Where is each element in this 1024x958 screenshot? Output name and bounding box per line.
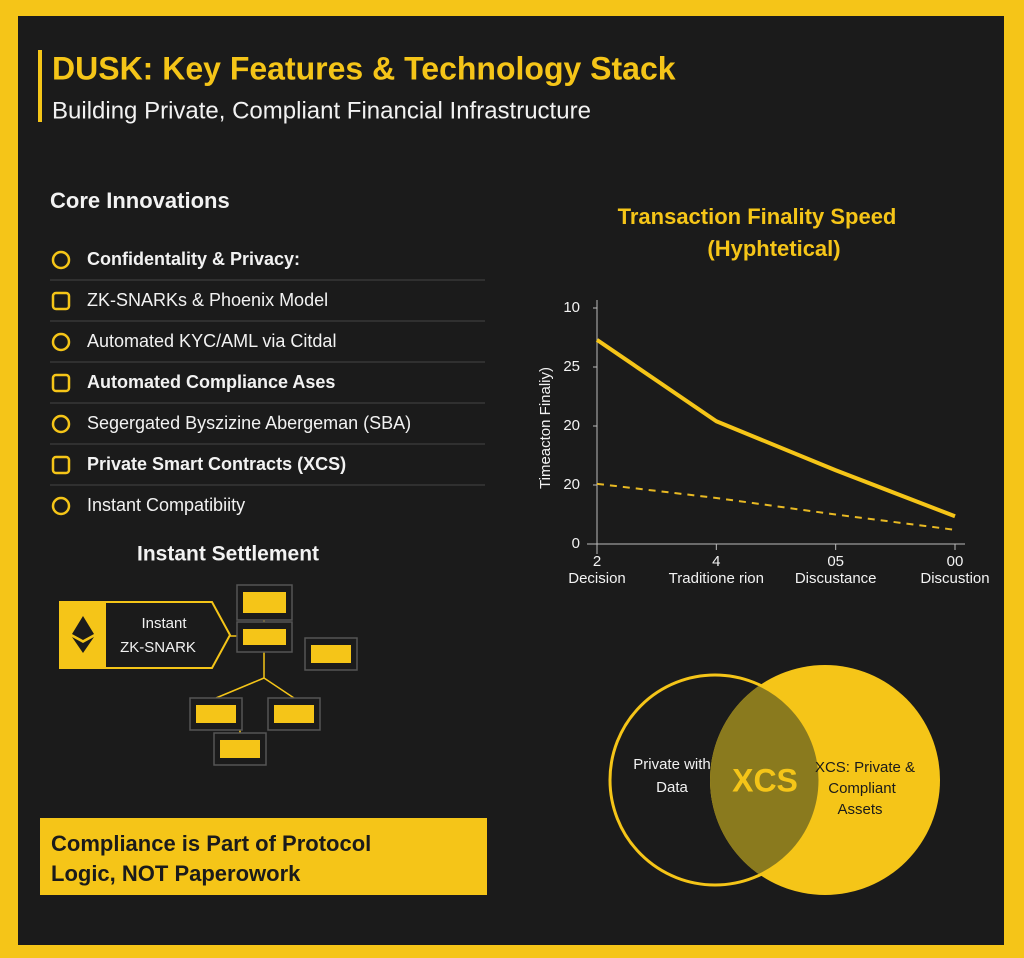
- y-tick-label: 10: [563, 299, 580, 316]
- item-text: Confidentality & Privacy:: [87, 249, 300, 269]
- item-text: Segergated Byszizine Abergeman (SBA): [87, 413, 411, 433]
- section-heading: Core Innovations: [50, 188, 230, 213]
- item-icon: [51, 496, 71, 516]
- venn-right-text: Compliant: [828, 780, 896, 797]
- settlement-diagram: Instant ZK-SNARK: [59, 584, 358, 766]
- venn-left-text: Data: [656, 779, 688, 796]
- venn-left: [608, 673, 822, 887]
- callout: [40, 818, 487, 895]
- y-tick-label: 0: [572, 535, 580, 552]
- y-tick-label: 20: [563, 417, 580, 434]
- flow-box-fill: [274, 705, 314, 723]
- item-icon: [51, 455, 71, 475]
- settlement-box-text: ZK-SNARK: [120, 639, 196, 656]
- item-text: Automated Compliance Ases: [87, 372, 335, 392]
- chart-title: Transaction Finality Speed: [618, 204, 897, 229]
- callout-text: Logic, NOT Paperowork: [51, 861, 301, 886]
- x-tick-label: Discustion: [920, 570, 989, 587]
- flow-box-fill: [196, 705, 236, 723]
- x-tick-label: Traditione rion: [669, 570, 764, 587]
- item-text: ZK-SNARKs & Phoenix Model: [87, 290, 328, 310]
- item-icon: [51, 250, 71, 270]
- title-bar: [38, 50, 42, 122]
- line-series: [595, 338, 956, 519]
- item-icon: [51, 291, 71, 311]
- subtitle: Building Private, Compliant Financial In…: [52, 97, 591, 124]
- item-icon: [51, 332, 71, 352]
- feature-list: Confidentality & Privacy: ZK-SNARKs & Pho…: [50, 249, 485, 516]
- eth-icon: [72, 616, 94, 653]
- y-tick-label: 20: [563, 476, 580, 493]
- x-tick-label: Decision: [568, 570, 626, 587]
- settlement-box-text: Instant: [141, 615, 187, 632]
- item-text: Instant Compatibiity: [87, 495, 245, 515]
- x-tick-number: 2: [593, 553, 601, 570]
- flow-box-fill: [311, 645, 351, 663]
- flow-boxes: [189, 584, 358, 766]
- venn: Private with Data XCS XCS: Private & Com…: [608, 665, 940, 895]
- flow-box-fill: [220, 740, 260, 758]
- venn-overlap: [710, 675, 820, 885]
- flow-box-fill: [243, 592, 286, 613]
- venn-right-text: Assets: [837, 801, 882, 818]
- x-tick-number: 00: [947, 553, 964, 570]
- chart-subtitle: (Hyphtetical): [707, 236, 840, 261]
- section-heading: Instant Settlement: [137, 543, 319, 566]
- line-series: [596, 482, 956, 531]
- item-text: Private Smart Contracts (XCS): [87, 454, 346, 474]
- chart: Transaction Finality Speed (Hyphtetical)…: [537, 204, 990, 587]
- venn-right-text: XCS: Private &: [815, 759, 915, 776]
- item-icon: [51, 373, 71, 393]
- y-tick-label: 25: [563, 358, 580, 375]
- y-axis-label: Timeacton Finaliy): [537, 367, 554, 489]
- x-tick-number: 4: [712, 553, 720, 570]
- callout-text: Compliance is Part of Protocol: [51, 831, 371, 856]
- x-tick-label: Discustance: [795, 570, 877, 587]
- venn-left-text: Private with: [633, 756, 711, 773]
- item-icon: [51, 414, 71, 434]
- title: DUSK: Key Features & Technology Stack: [52, 50, 676, 86]
- item-text: Automated KYC/AML via Citdal: [87, 331, 336, 351]
- x-tick-number: 05: [827, 553, 844, 570]
- venn-center-text: XCS: [732, 762, 798, 798]
- flow-box-fill: [243, 629, 286, 645]
